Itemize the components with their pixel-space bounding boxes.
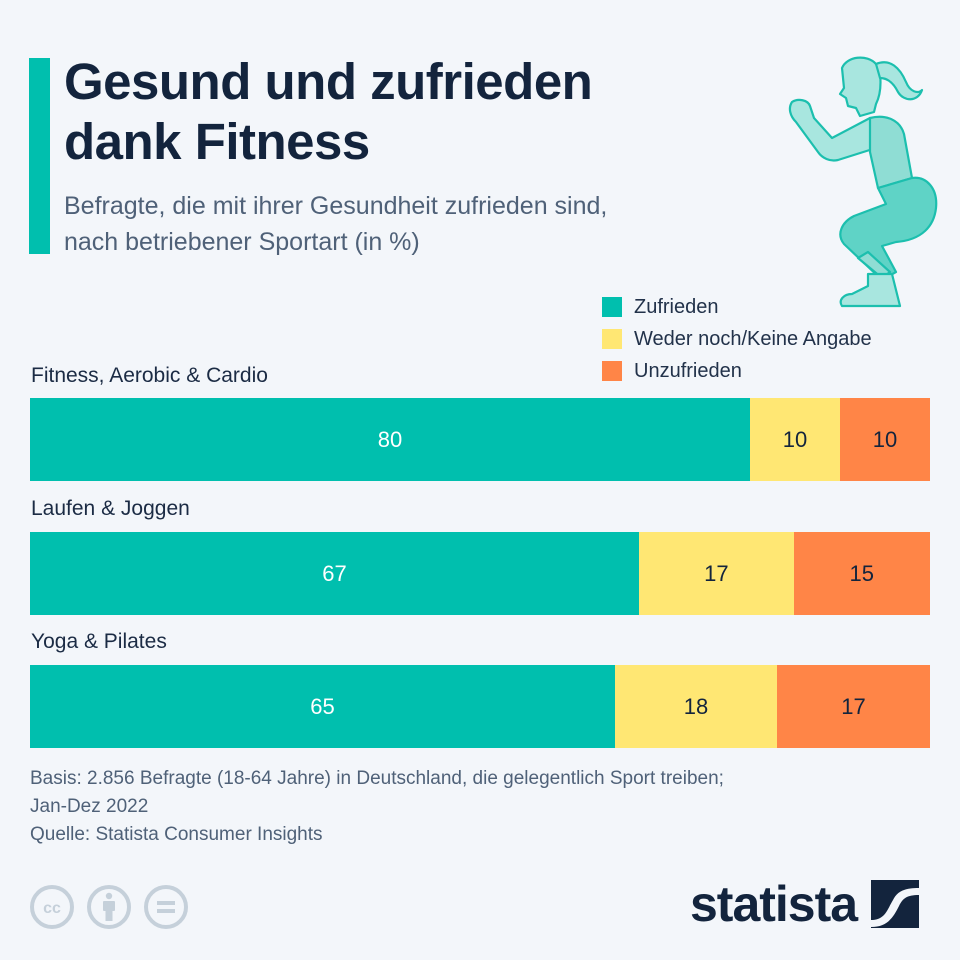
statista-wordmark: statista [690, 876, 858, 932]
license-icons: cc [29, 884, 189, 930]
category-label-fitness-aerobic-cardio: Fitness, Aerobic & Cardio [31, 364, 268, 387]
data-label: 17 [704, 560, 729, 586]
data-label: 80 [377, 426, 403, 452]
legend-item-weder: Weder noch/Keine Angabe [602, 323, 872, 355]
statista-logo[interactable]: statista [690, 876, 920, 932]
legend-swatch-weder [602, 329, 622, 349]
woman-squatting-icon [788, 56, 938, 308]
data-label: 15 [849, 560, 875, 586]
title-line-1: Gesund und zufrieden [64, 53, 593, 110]
source-note: Quelle: Statista Consumer Insights [30, 824, 323, 845]
legend-item-unzufrieden: Unzufrieden [602, 355, 872, 387]
no-derivatives-icon[interactable] [143, 884, 189, 930]
period-note: Jan-Dez 2022 [30, 796, 149, 817]
bar-row-fitness-aerobic-cardio: 80 10 10 [30, 398, 930, 481]
bar-segment-unzufrieden[interactable]: 15 [793, 532, 930, 615]
data-label: 17 [841, 693, 866, 719]
bar-segment-weder-noch-keine-angabe[interactable]: 17 [639, 532, 794, 615]
category-label-yoga-pilates: Yoga & Pilates [31, 630, 167, 653]
attribution-icon[interactable] [86, 884, 132, 930]
bar-segment-unzufrieden[interactable]: 10 [840, 398, 930, 481]
data-label: 18 [683, 693, 709, 719]
svg-text:cc: cc [43, 900, 61, 917]
chart-legend: Zufrieden Weder noch/Keine Angabe Unzufr… [602, 291, 872, 387]
bar-row-yoga-pilates: 65 18 17 [30, 665, 930, 748]
data-label: 65 [310, 693, 335, 719]
legend-swatch-zufrieden [602, 297, 622, 317]
category-label-laufen-joggen: Laufen & Joggen [31, 497, 190, 520]
chart-subtitle: Befragte, die mit ihrer Gesundheit zufri… [64, 188, 607, 260]
title-line-2: dank Fitness [64, 113, 370, 170]
statista-logo-mark-icon [871, 880, 920, 928]
legend-swatch-unzufrieden [602, 361, 622, 381]
bar-segment-zufrieden[interactable]: 65 [30, 665, 615, 748]
bar-row-laufen-joggen: 67 17 15 [30, 532, 930, 615]
source-notes: Basis: 2.856 Befragte (18-64 Jahre) in D… [30, 765, 724, 849]
subtitle-line-1: Befragte, die mit ihrer Gesundheit zufri… [64, 192, 608, 220]
data-label: 10 [872, 426, 898, 452]
chart-title: Gesund und zufrieden dank Fitness [64, 52, 593, 172]
legend-item-zufrieden: Zufrieden [602, 291, 872, 323]
basis-note: Basis: 2.856 Befragte (18-64 Jahre) in D… [30, 768, 724, 789]
cc-icon[interactable]: cc [29, 884, 75, 930]
title-accent-bar [29, 58, 50, 254]
bar-segment-weder-noch-keine-angabe[interactable]: 18 [615, 665, 777, 748]
data-label: 10 [782, 426, 808, 452]
data-label: 67 [322, 560, 347, 586]
subtitle-line-2: nach betriebener Sportart (in %) [64, 228, 420, 256]
bar-segment-weder-noch-keine-angabe[interactable]: 10 [750, 398, 840, 481]
bar-segment-unzufrieden[interactable]: 17 [777, 665, 930, 748]
legend-label-unzufrieden: Unzufrieden [634, 359, 742, 382]
legend-label-zufrieden: Zufrieden [634, 295, 719, 318]
bar-segment-zufrieden[interactable]: 80 [30, 398, 750, 481]
legend-label-weder: Weder noch/Keine Angabe [634, 327, 872, 350]
bar-segment-zufrieden[interactable]: 67 [30, 532, 640, 615]
